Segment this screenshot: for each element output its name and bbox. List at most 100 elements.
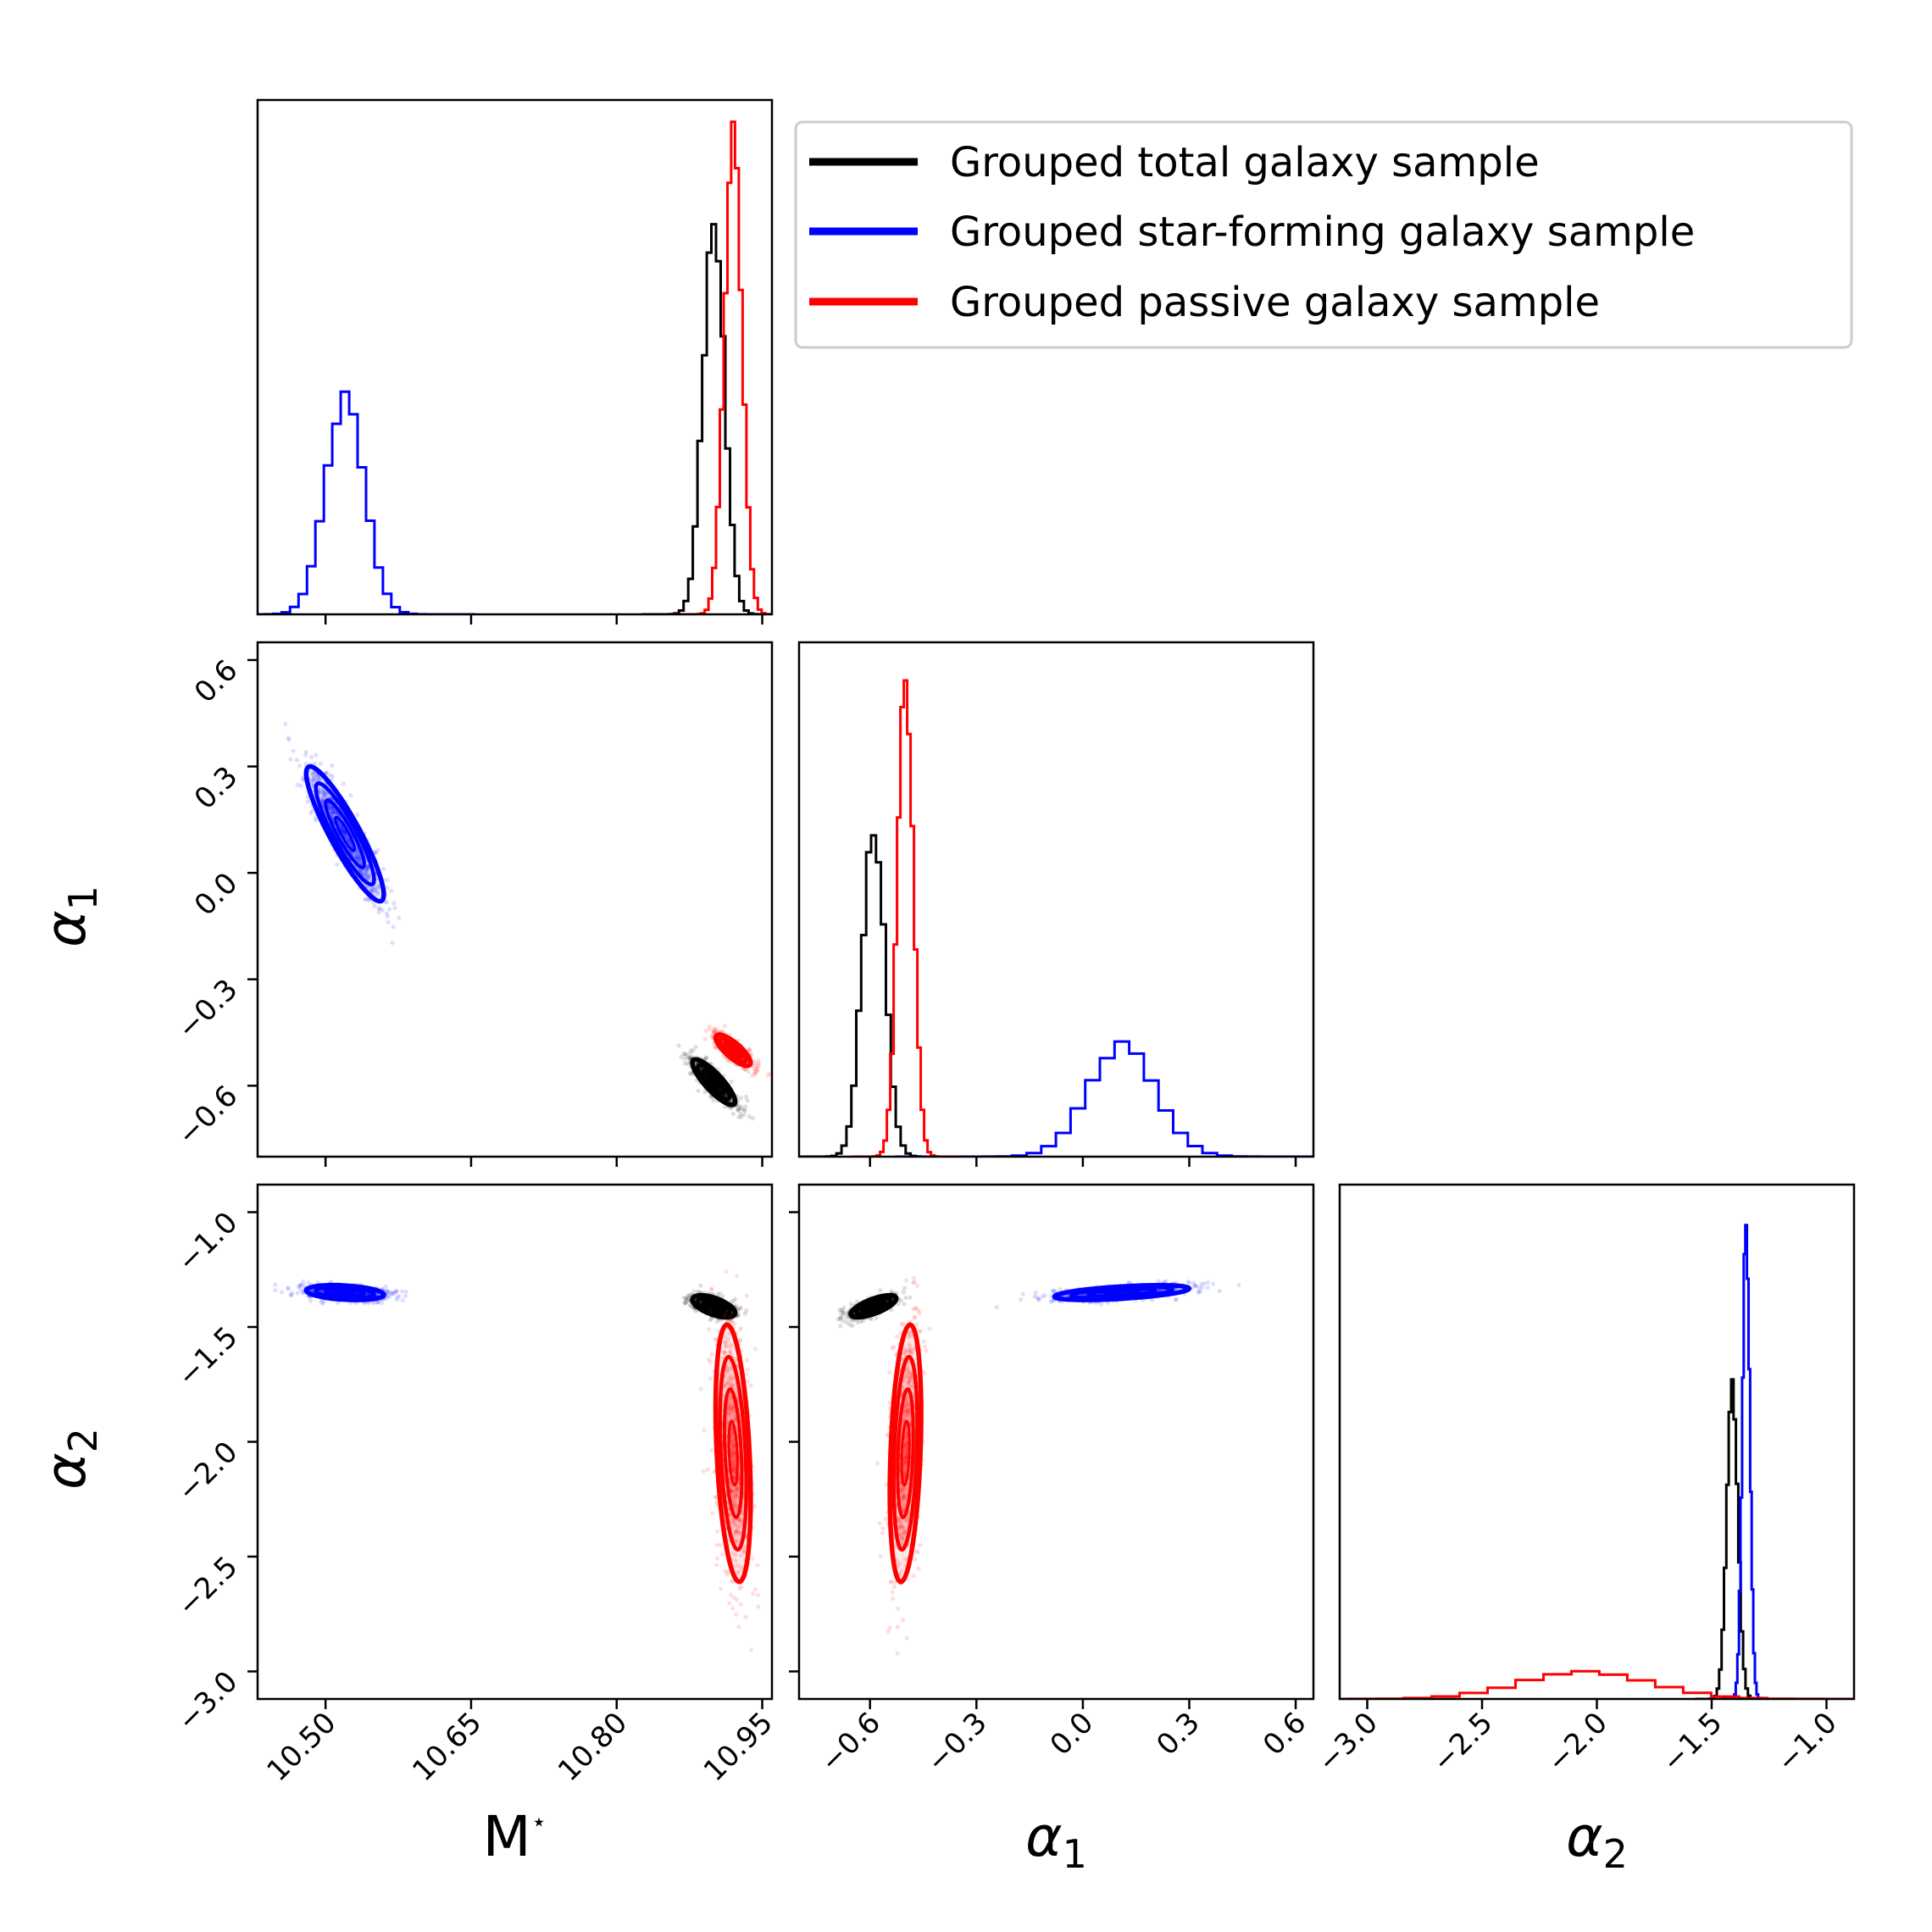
sample-point <box>688 1048 693 1053</box>
sample-point <box>755 1065 760 1070</box>
sample-point <box>731 1467 736 1472</box>
histogram-line-total <box>641 223 772 614</box>
sample-point <box>733 1552 738 1557</box>
sample-point <box>715 1529 720 1534</box>
sample-point <box>706 1327 712 1332</box>
sample-point <box>755 1069 760 1074</box>
contour-level-4 <box>727 1045 739 1056</box>
sample-point <box>312 774 317 780</box>
sample-point <box>326 803 331 808</box>
sample-point <box>684 1296 689 1301</box>
sample-point <box>874 1315 879 1321</box>
sample-point <box>755 1067 760 1072</box>
sample-point <box>902 1285 907 1291</box>
panel-alpha2-vs-mstar <box>273 1269 761 1706</box>
sample-point <box>702 1036 708 1042</box>
sample-point <box>295 782 300 787</box>
sample-point <box>283 721 288 726</box>
sample-point <box>372 888 377 893</box>
sample-point <box>738 1326 743 1331</box>
sample-point <box>729 1382 735 1387</box>
sample-point <box>747 1114 752 1119</box>
sample-point <box>308 1298 314 1303</box>
sample-point <box>743 1067 748 1072</box>
sample-point <box>374 851 379 856</box>
sample-point <box>298 1283 303 1288</box>
sample-point <box>727 1366 733 1371</box>
sample-point <box>365 874 370 880</box>
sample-point <box>273 1282 278 1287</box>
sample-point <box>738 1518 743 1523</box>
sample-point <box>744 1308 749 1313</box>
sample-point <box>318 761 323 766</box>
contour-level-2 <box>696 1063 732 1102</box>
sample-point <box>729 1439 734 1444</box>
sample-point <box>752 1066 757 1071</box>
sample-point <box>713 1028 718 1033</box>
sample-point <box>723 1312 728 1317</box>
sample-point <box>752 1587 758 1592</box>
sample-point <box>353 855 358 860</box>
sample-point <box>752 1072 758 1077</box>
sample-point <box>737 1337 743 1342</box>
sample-point <box>725 1413 730 1418</box>
sample-point <box>355 848 360 853</box>
sample-point <box>328 808 333 813</box>
sample-point <box>733 1530 738 1535</box>
sample-point <box>312 778 317 783</box>
sample-point <box>735 1485 740 1491</box>
sample-point <box>735 1528 740 1533</box>
sample-point <box>333 809 338 815</box>
sample-point <box>305 799 310 804</box>
sample-point <box>389 1291 394 1296</box>
sample-point <box>730 1490 736 1495</box>
sample-point <box>308 754 314 760</box>
sample-point <box>725 1406 731 1411</box>
sample-point <box>730 1606 736 1611</box>
sample-point <box>711 1029 717 1034</box>
sample-point <box>728 1349 733 1354</box>
sample-point <box>756 1604 761 1609</box>
sample-point <box>682 1300 687 1305</box>
sample-point <box>722 1335 727 1340</box>
sample-point <box>752 1060 758 1066</box>
sample-point <box>399 1289 404 1294</box>
sample-point <box>736 1114 741 1119</box>
sample-point <box>309 777 314 782</box>
sample-point <box>681 1052 686 1057</box>
sample-point <box>388 1290 393 1295</box>
sample-point <box>733 1296 738 1302</box>
sample-point <box>730 1111 736 1116</box>
sample-point <box>299 1289 304 1294</box>
contour-level-3 <box>722 1387 744 1519</box>
sample-point <box>709 1316 714 1321</box>
sample-point <box>312 761 317 766</box>
sample-point <box>724 1380 730 1385</box>
sample-point <box>393 1289 398 1294</box>
sample-point <box>724 1420 730 1425</box>
sample-point <box>310 771 315 776</box>
sample-point <box>343 830 348 836</box>
sample-point <box>310 808 315 813</box>
sample-point <box>723 1340 728 1345</box>
sample-point <box>365 864 370 869</box>
sample-point <box>688 1070 693 1075</box>
sample-point <box>376 910 381 915</box>
sample-point <box>735 1487 740 1492</box>
sample-point <box>330 809 336 814</box>
sample-point <box>693 1308 698 1313</box>
sample-point <box>734 1612 739 1617</box>
sample-point <box>711 1098 716 1103</box>
sample-point <box>839 1314 844 1319</box>
sample-point <box>740 1702 744 1706</box>
sample-point <box>741 1108 747 1113</box>
sample-point <box>1211 1281 1216 1286</box>
sample-point <box>725 1336 731 1341</box>
sample-point <box>742 1544 747 1549</box>
sample-point <box>735 1571 740 1576</box>
sample-point <box>395 1295 400 1300</box>
sample-point <box>702 1090 708 1095</box>
sample-point <box>727 1407 732 1412</box>
sample-point <box>878 1288 883 1293</box>
sample-point <box>286 1285 291 1291</box>
